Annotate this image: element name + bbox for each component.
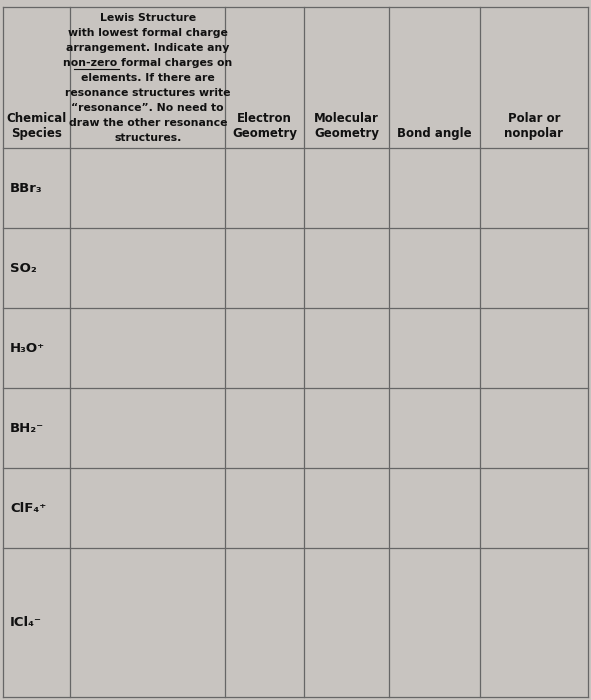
Text: arrangement. Indicate any: arrangement. Indicate any: [66, 43, 229, 52]
Text: SO₂: SO₂: [10, 262, 37, 275]
Text: resonance structures write: resonance structures write: [65, 88, 230, 98]
Text: draw the other resonance: draw the other resonance: [69, 118, 227, 128]
Text: Chemical
Species: Chemical Species: [7, 112, 67, 140]
Text: Molecular
Geometry: Molecular Geometry: [314, 112, 379, 140]
Text: Bond angle: Bond angle: [397, 127, 472, 140]
Text: Lewis Structure: Lewis Structure: [100, 13, 196, 22]
Text: structures.: structures.: [114, 133, 181, 144]
Text: H₃O⁺: H₃O⁺: [10, 342, 45, 355]
Text: elements. If there are: elements. If there are: [81, 73, 215, 83]
Text: non-zero formal charges on: non-zero formal charges on: [63, 58, 232, 68]
Text: BH₂⁻: BH₂⁻: [10, 422, 44, 435]
Text: ClF₄⁺: ClF₄⁺: [10, 502, 46, 514]
Text: BBr₃: BBr₃: [10, 182, 43, 195]
Text: with lowest formal charge: with lowest formal charge: [68, 28, 228, 38]
Text: “resonance”. No need to: “resonance”. No need to: [72, 103, 224, 113]
Text: ICl₄⁻: ICl₄⁻: [10, 616, 42, 629]
Text: Polar or
nonpolar: Polar or nonpolar: [505, 112, 563, 140]
Text: Electron
Geometry: Electron Geometry: [232, 112, 297, 140]
